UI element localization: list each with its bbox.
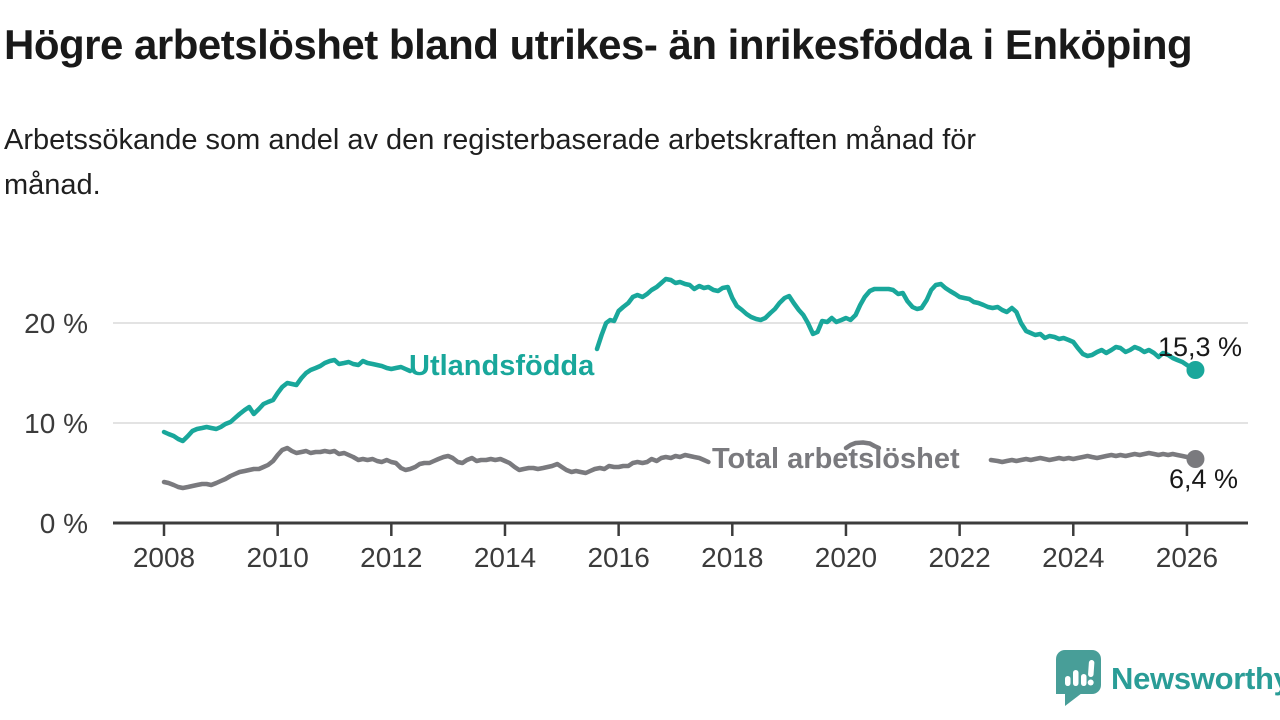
series-end-dot-0 [1186,361,1205,379]
x-axis-tick-label: 2022 [928,542,990,573]
series-label-utlandsfodda: Utlandsfödda [409,350,595,382]
speech-bubble-bar-chart-icon [1056,650,1101,706]
x-axis-tick-label: 2024 [1042,542,1104,573]
x-axis-tick-label: 2014 [474,542,536,573]
subtitle-line-1: Arbetssökande som andel av den registerb… [4,124,977,156]
x-axis-tick-label: 2008 [133,542,195,573]
series-end-dot-1 [1186,450,1205,468]
chart-subtitle: Arbetssökande som andel av den registerb… [4,118,1204,208]
x-axis-tick-label: 2018 [701,542,763,573]
y-axis-label: 20 % [24,308,88,339]
series-line-1 [161,445,711,491]
newsworthy-logo-text: Newsworthy [1111,661,1280,696]
newsworthy-logo: Newsworthy [1056,650,1280,707]
y-axis-label: 0 % [40,508,88,539]
series-label-total-arbetsloshet: Total arbetslöshet [712,443,960,475]
y-axis-label: 10 % [24,408,88,439]
series-line-1 [843,440,882,451]
series-line-0 [594,276,1198,373]
x-axis-tick-label: 2012 [360,542,422,573]
x-axis-tick-label: 2016 [587,542,649,573]
chart-title: Högre arbetslöshet bland utrikes- än inr… [4,21,1193,68]
series-line-0 [161,357,413,444]
x-axis-tick-label: 2010 [247,542,309,573]
x-axis-tick-label: 2026 [1156,542,1218,573]
subtitle-line-2: månad. [4,169,101,201]
end-value-label-total: 6,4 % [1169,464,1239,494]
x-axis-tick-label: 2020 [815,542,877,573]
end-value-label-utlandsfodda: 15,3 % [1158,332,1243,362]
series-line-1 [988,450,1198,465]
